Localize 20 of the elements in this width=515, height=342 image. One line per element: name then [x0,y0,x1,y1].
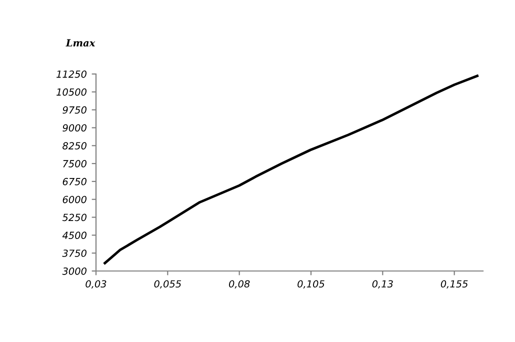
x-tick-label: 0,105 [298,280,324,289]
y-tick-label: 9000 [62,124,86,132]
x-tick-label: 0,13 [372,280,393,289]
y-tick-label: 5250 [62,214,86,222]
x-tick-label: 0,08 [228,280,250,289]
line-series [104,74,479,264]
y-tick-label: 10500 [56,88,86,96]
y-tick-label: 3000 [62,267,86,275]
y-tick-label: 8250 [62,142,86,150]
y-tick-label: 7500 [63,160,86,168]
y-tick-label: 6000 [62,196,86,204]
y-axis-title: Lmax [66,39,96,47]
y-tick-label: 3750 [62,250,86,257]
y-tick-label: 9750 [62,106,86,114]
y-tick-label: 6750 [62,178,86,186]
x-tick-label: 0,055 [154,280,182,289]
x-tick-label: 0,155 [440,280,468,289]
x-tick-label: 0,03 [86,280,106,289]
y-tick-label: 4500 [62,232,86,240]
y-tick-label: 11250 [56,70,86,78]
